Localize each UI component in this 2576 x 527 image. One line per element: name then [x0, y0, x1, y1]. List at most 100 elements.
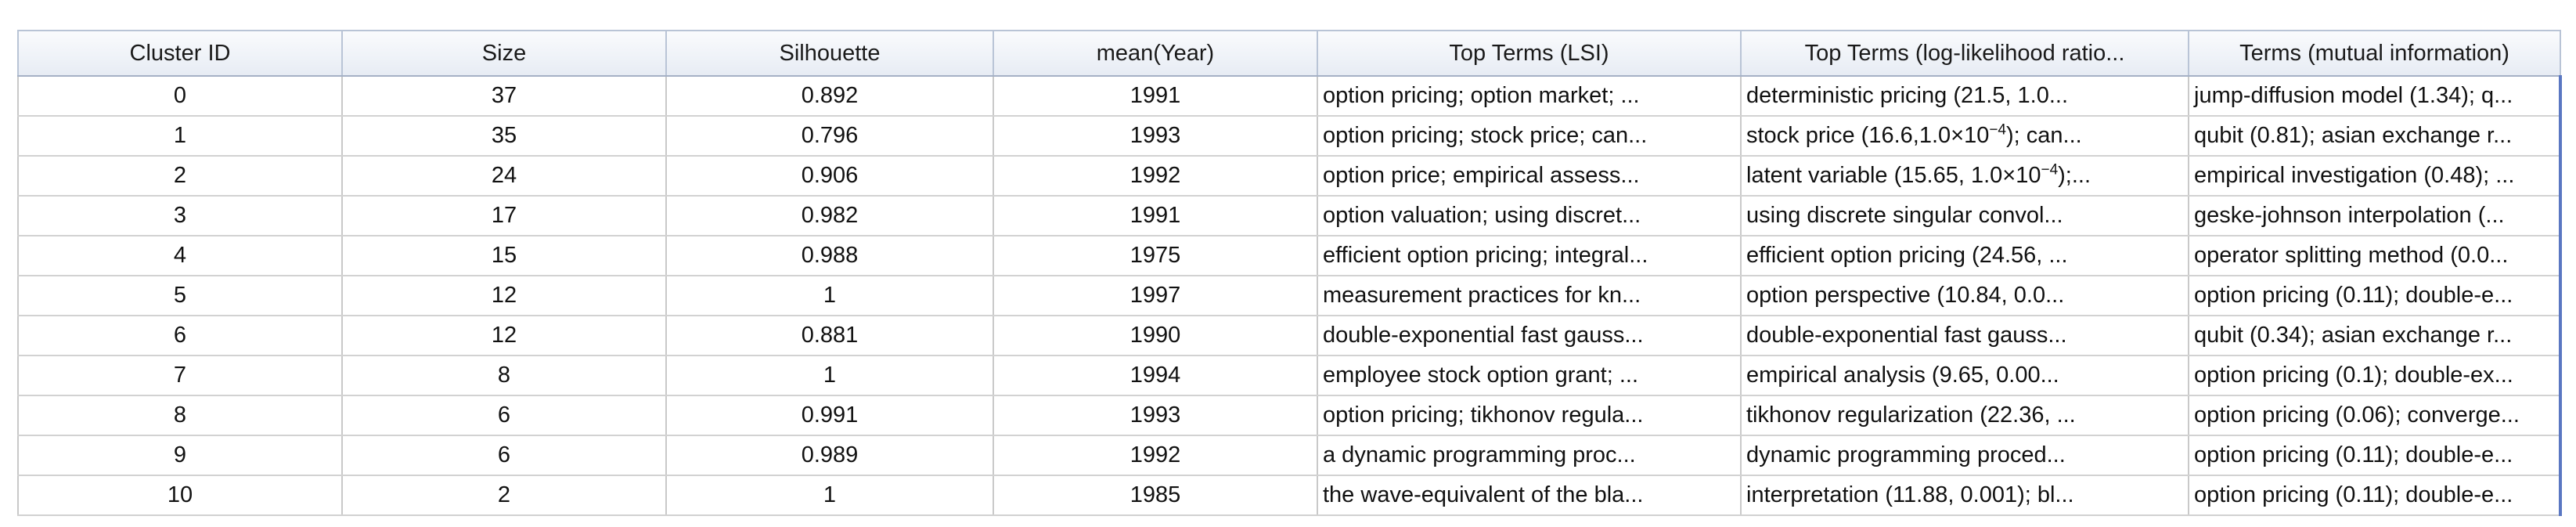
- cell-top-terms-llr[interactable]: option perspective (10.84, 0.0...: [1740, 276, 2189, 316]
- table-row[interactable]: 1 35 0.796 1993 option pricing; stock price;…: [17, 116, 2562, 157]
- llr-text-start: latent variable (15.65, 1.0×10: [1746, 163, 2041, 188]
- cell-top-terms-llr[interactable]: empirical analysis (9.65, 0.00...: [1740, 356, 2189, 396]
- table-row[interactable]: 7 8 1 1994 employee stock option grant; ... e…: [17, 356, 2562, 396]
- cell-cluster-id[interactable]: 6: [17, 316, 343, 356]
- cell-cluster-id[interactable]: 1: [17, 116, 343, 157]
- cell-cluster-id[interactable]: 9: [17, 435, 343, 476]
- table-row[interactable]: 2 24 0.906 1992 option price; empirical asse…: [17, 156, 2562, 197]
- cell-mean-year[interactable]: 1997: [993, 276, 1318, 316]
- table-row[interactable]: 10 2 1 1985 the wave-equivalent of the bla..…: [17, 475, 2562, 516]
- cell-cluster-id[interactable]: 0: [17, 76, 343, 117]
- cell-cluster-id[interactable]: 4: [17, 236, 343, 276]
- cell-top-terms-llr[interactable]: tikhonov regularization (22.36, ...: [1740, 395, 2189, 436]
- cell-mean-year[interactable]: 1992: [993, 156, 1318, 197]
- cell-size[interactable]: 6: [341, 395, 667, 436]
- llr-exponent: −4: [1989, 121, 2006, 139]
- cell-top-terms-lsi[interactable]: measurement practices for kn...: [1317, 276, 1742, 316]
- cell-top-terms-lsi[interactable]: option pricing; stock price; can...: [1317, 116, 1742, 157]
- cell-mean-year[interactable]: 1993: [993, 395, 1318, 436]
- cell-silhouette[interactable]: 0.892: [665, 76, 994, 117]
- table-row[interactable]: 3 17 0.982 1991 option valuation; using disc…: [17, 196, 2562, 236]
- cell-mean-year[interactable]: 1994: [993, 356, 1318, 396]
- cell-size[interactable]: 8: [341, 356, 667, 396]
- column-header-size[interactable]: Size: [341, 30, 667, 77]
- cell-silhouette[interactable]: 0.906: [665, 156, 994, 197]
- table-row[interactable]: 4 15 0.988 1975 efficient option pricing; in…: [17, 236, 2562, 276]
- cell-mean-year[interactable]: 1975: [993, 236, 1318, 276]
- table-header-row: Cluster ID Size Silhouette mean(Year) To…: [17, 30, 2561, 77]
- cell-silhouette[interactable]: 0.991: [665, 395, 994, 436]
- cell-top-terms-llr[interactable]: using discrete singular convol...: [1740, 196, 2189, 236]
- cell-size[interactable]: 2: [341, 475, 667, 516]
- cell-terms-mi[interactable]: option pricing (0.06); converge...: [2188, 395, 2562, 436]
- left-margin: [0, 0, 17, 527]
- table-row[interactable]: 8 6 0.991 1993 option pricing; tikhonov regu…: [17, 395, 2562, 436]
- cell-size[interactable]: 12: [341, 316, 667, 356]
- cell-top-terms-llr[interactable]: deterministic pricing (21.5, 1.0...: [1740, 76, 2189, 117]
- llr-exponent: −4: [2041, 161, 2059, 179]
- cell-terms-mi[interactable]: qubit (0.34); asian exchange r...: [2188, 316, 2562, 356]
- column-header-top-terms-llr[interactable]: Top Terms (log-likelihood ratio...: [1740, 30, 2189, 77]
- cell-size[interactable]: 12: [341, 276, 667, 316]
- column-header-terms-mi[interactable]: Terms (mutual information): [2188, 30, 2561, 77]
- cell-top-terms-llr[interactable]: latent variable (15.65, 1.0×10−4);...: [1740, 156, 2189, 197]
- cell-cluster-id[interactable]: 5: [17, 276, 343, 316]
- cell-top-terms-lsi[interactable]: option pricing; tikhonov regula...: [1317, 395, 1742, 436]
- cell-cluster-id[interactable]: 8: [17, 395, 343, 436]
- cell-terms-mi[interactable]: operator splitting method (0.0...: [2188, 236, 2562, 276]
- table-row[interactable]: 6 12 0.881 1990 double-exponential fast gaus…: [17, 316, 2562, 356]
- cell-top-terms-lsi[interactable]: double-exponential fast gauss...: [1317, 316, 1742, 356]
- cell-top-terms-llr[interactable]: interpretation (11.88, 0.001); bl...: [1740, 475, 2189, 516]
- cell-size[interactable]: 35: [341, 116, 667, 157]
- cell-cluster-id[interactable]: 3: [17, 196, 343, 236]
- cell-top-terms-lsi[interactable]: option valuation; using discret...: [1317, 196, 1742, 236]
- cell-top-terms-lsi[interactable]: efficient option pricing; integral...: [1317, 236, 1742, 276]
- cell-size[interactable]: 15: [341, 236, 667, 276]
- cell-silhouette[interactable]: 1: [665, 475, 994, 516]
- cell-top-terms-llr[interactable]: efficient option pricing (24.56, ...: [1740, 236, 2189, 276]
- cell-top-terms-lsi[interactable]: employee stock option grant; ...: [1317, 356, 1742, 396]
- table-row[interactable]: 9 6 0.989 1992 a dynamic programming proc...…: [17, 435, 2562, 476]
- cell-silhouette[interactable]: 1: [665, 276, 994, 316]
- cell-terms-mi[interactable]: qubit (0.81); asian exchange r...: [2188, 116, 2562, 157]
- cell-mean-year[interactable]: 1990: [993, 316, 1318, 356]
- cell-cluster-id[interactable]: 7: [17, 356, 343, 396]
- cell-terms-mi[interactable]: option pricing (0.11); double-e...: [2188, 276, 2562, 316]
- column-header-mean-year[interactable]: mean(Year): [993, 30, 1318, 77]
- cell-top-terms-lsi[interactable]: option price; empirical assess...: [1317, 156, 1742, 197]
- cell-top-terms-llr[interactable]: dynamic programming proced...: [1740, 435, 2189, 476]
- cell-silhouette[interactable]: 0.796: [665, 116, 994, 157]
- column-header-silhouette[interactable]: Silhouette: [665, 30, 994, 77]
- table-row[interactable]: 0 37 0.892 1991 option pricing; option marke…: [17, 76, 2562, 117]
- table-row[interactable]: 5 12 1 1997 measurement practices for kn... o…: [17, 276, 2562, 316]
- cell-terms-mi[interactable]: empirical investigation (0.48); ...: [2188, 156, 2562, 197]
- cell-terms-mi[interactable]: option pricing (0.11); double-e...: [2188, 435, 2562, 476]
- cell-silhouette[interactable]: 1: [665, 356, 994, 396]
- cell-top-terms-llr[interactable]: double-exponential fast gauss...: [1740, 316, 2189, 356]
- cell-mean-year[interactable]: 1992: [993, 435, 1318, 476]
- cell-top-terms-lsi[interactable]: the wave-equivalent of the bla...: [1317, 475, 1742, 516]
- cell-top-terms-lsi[interactable]: a dynamic programming proc...: [1317, 435, 1742, 476]
- cell-mean-year[interactable]: 1991: [993, 76, 1318, 117]
- cell-size[interactable]: 37: [341, 76, 667, 117]
- cell-terms-mi[interactable]: geske-johnson interpolation (...: [2188, 196, 2562, 236]
- column-header-cluster-id[interactable]: Cluster ID: [17, 30, 343, 77]
- cell-size[interactable]: 17: [341, 196, 667, 236]
- cell-silhouette[interactable]: 0.982: [665, 196, 994, 236]
- cell-mean-year[interactable]: 1993: [993, 116, 1318, 157]
- cell-top-terms-lsi[interactable]: option pricing; option market; ...: [1317, 76, 1742, 117]
- cell-terms-mi[interactable]: jump-diffusion model (1.34); q...: [2188, 76, 2562, 117]
- column-header-top-terms-lsi[interactable]: Top Terms (LSI): [1317, 30, 1742, 77]
- cell-terms-mi[interactable]: option pricing (0.1); double-ex...: [2188, 356, 2562, 396]
- cell-silhouette[interactable]: 0.989: [665, 435, 994, 476]
- cell-silhouette[interactable]: 0.881: [665, 316, 994, 356]
- cell-terms-mi[interactable]: option pricing (0.11); double-e...: [2188, 475, 2562, 516]
- cell-size[interactable]: 24: [341, 156, 667, 197]
- cell-top-terms-llr[interactable]: stock price (16.6,1.0×10−4); can...: [1740, 116, 2189, 157]
- cell-cluster-id[interactable]: 2: [17, 156, 343, 197]
- cell-cluster-id[interactable]: 10: [17, 475, 343, 516]
- cell-mean-year[interactable]: 1991: [993, 196, 1318, 236]
- cell-silhouette[interactable]: 0.988: [665, 236, 994, 276]
- cell-size[interactable]: 6: [341, 435, 667, 476]
- cell-mean-year[interactable]: 1985: [993, 475, 1318, 516]
